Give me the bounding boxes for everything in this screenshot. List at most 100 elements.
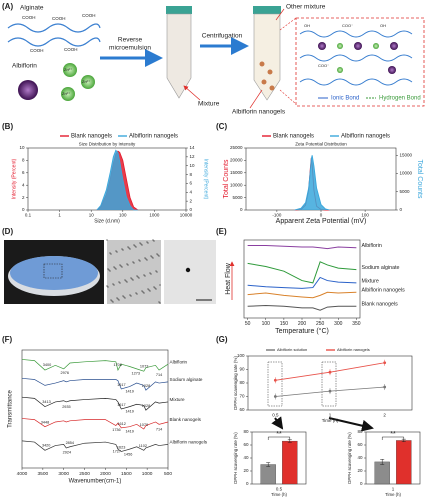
peak-label: 2924 <box>63 451 71 455</box>
particle <box>108 269 110 271</box>
peak-label: 714 <box>156 373 162 377</box>
particle <box>139 260 141 262</box>
x-tick-label: -100 <box>272 213 282 218</box>
x-tick-label: 100 <box>119 213 127 218</box>
group-label: COO⁻ <box>342 23 353 28</box>
peak-label: 1073 <box>140 365 148 369</box>
significance-bracket <box>267 436 291 440</box>
series-line <box>21 396 169 411</box>
y-tick-label: 20000 <box>230 158 243 163</box>
particle <box>152 239 154 241</box>
bar <box>374 461 390 485</box>
y-tick-label: 90 <box>239 367 245 372</box>
particle <box>147 288 149 290</box>
x-tick-label: 4000 <box>17 471 28 477</box>
peak-label: 2854 <box>66 441 74 445</box>
significance-bracket <box>381 436 405 440</box>
step-label: microemulsion <box>109 45 151 52</box>
marker <box>273 395 277 398</box>
particle <box>149 272 151 274</box>
particle <box>151 256 153 258</box>
bar <box>396 440 412 485</box>
peak-label: 3448 <box>41 421 49 425</box>
plot-frame <box>21 349 169 469</box>
y-axis-label: Intensity (Percent) <box>11 158 17 199</box>
x-tick-label: 300 <box>334 321 343 327</box>
label: Mixture <box>198 101 220 108</box>
particle <box>144 257 146 259</box>
y-tick-label: 0 <box>400 207 403 212</box>
x-tick-label: 200 <box>298 321 307 327</box>
y2-axis-label: Total Counts <box>416 160 423 199</box>
particle <box>130 277 132 279</box>
particle <box>138 277 140 279</box>
particle <box>126 263 128 265</box>
particle <box>123 296 125 298</box>
marker <box>273 378 277 382</box>
legend-label: Blank nanogels <box>71 134 112 140</box>
arrow <box>328 417 374 432</box>
peak-label: 1612 <box>117 422 125 426</box>
particle <box>124 279 126 281</box>
y-tick-label: 4 <box>190 189 193 194</box>
label: Albiflorin <box>12 63 37 70</box>
x-axis-label: Time (h) <box>271 492 287 497</box>
x-tick-label: 0.5 <box>272 413 279 418</box>
legend-label: Albiflorin nanogels <box>337 347 370 352</box>
x-axis-label: Size (d.nm) <box>94 218 120 224</box>
x-tick-label: 0.1 <box>25 213 32 218</box>
particle <box>109 270 111 272</box>
group-label: COO⁻ <box>318 63 329 68</box>
y-tick-label: 0 <box>240 207 243 212</box>
x-tick-label: 10000 <box>180 213 193 218</box>
particle <box>152 257 154 259</box>
particle <box>133 244 135 246</box>
tube-cap <box>166 6 192 14</box>
significance-label: ** <box>390 431 396 438</box>
particle <box>135 292 137 294</box>
legend-label: Albiflorin nanogels <box>341 134 390 140</box>
area-fill <box>96 150 138 210</box>
area-fill <box>294 155 330 210</box>
marker <box>328 389 332 393</box>
y-tick-label: 60 <box>239 407 245 412</box>
particle <box>156 271 158 273</box>
particle <box>129 294 131 296</box>
pointer <box>249 89 263 109</box>
particle <box>134 245 136 247</box>
x-tick-label: 2500 <box>79 471 90 477</box>
x-axis-label: Time (h) <box>385 492 401 497</box>
series-label: Albiflorin <box>170 359 188 364</box>
particle <box>157 254 159 256</box>
particle <box>122 295 124 297</box>
particle <box>150 273 152 275</box>
label: Alginate <box>20 5 44 12</box>
y-tick-label: 5000 <box>232 195 243 200</box>
y-tick-label: 10000 <box>400 171 413 176</box>
particle <box>147 242 149 244</box>
series-line <box>247 291 357 299</box>
series-line <box>247 244 357 250</box>
particle <box>155 270 157 272</box>
particle <box>112 283 114 285</box>
series-label: Sodium alginate <box>170 377 203 382</box>
x-tick-label: 3000 <box>58 471 69 477</box>
particle <box>117 298 119 300</box>
particle <box>141 244 143 246</box>
peak-label: 1617 <box>117 403 125 407</box>
particle <box>154 287 156 289</box>
particle <box>146 259 148 261</box>
significance-label: ** <box>276 431 282 438</box>
panel-label: (F) <box>2 335 13 344</box>
nanogel <box>269 85 275 91</box>
plot-frame <box>251 431 307 485</box>
x-axis-label: Apparent Zeta Potential (mV) <box>276 218 367 225</box>
peak-label: 3420 <box>42 444 50 448</box>
peak-label: 1419 <box>125 410 133 414</box>
group-label: OH <box>380 23 386 28</box>
y-tick-label: 25000 <box>230 145 243 150</box>
albiflorin-sphere <box>318 42 326 50</box>
particle <box>159 302 161 304</box>
group-label: COOH <box>82 13 96 18</box>
particle <box>107 286 109 288</box>
